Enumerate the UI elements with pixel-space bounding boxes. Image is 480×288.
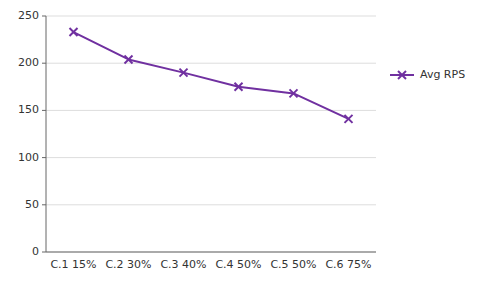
marker-stroke — [290, 89, 298, 97]
y-tick — [42, 16, 46, 17]
y-tick-label: 100 — [18, 151, 39, 164]
chart-svg: 0 50 100 150 200 250 C.1 15% C.2 30% C.3 40% C.4 … — [0, 0, 480, 288]
point-marker — [345, 115, 353, 123]
marker-stroke — [70, 28, 78, 36]
y-tick — [42, 252, 46, 253]
marker-stroke — [125, 55, 133, 63]
marker-stroke — [345, 115, 353, 123]
x-tick-label: C.2 30% — [105, 258, 151, 271]
grid-line — [46, 63, 376, 64]
marker-stroke — [180, 69, 188, 77]
point-marker — [125, 55, 133, 63]
y-tick — [42, 63, 46, 64]
point-marker — [180, 69, 188, 77]
marker-stroke — [345, 115, 353, 123]
axes: 0 50 100 150 200 250 C.1 15% C.2 30% C.3 40% C.4 … — [18, 9, 376, 271]
point-marker — [290, 89, 298, 97]
marker-stroke — [125, 55, 133, 63]
grid-line — [46, 16, 376, 17]
data-layer — [70, 28, 353, 123]
marker-stroke — [398, 71, 406, 79]
point-marker — [70, 28, 78, 36]
y-tick-label: 200 — [18, 56, 39, 69]
x-axis-line — [46, 252, 376, 253]
y-tick — [42, 157, 46, 158]
x-tick-label: C.4 50% — [215, 258, 261, 271]
marker-stroke — [180, 69, 188, 77]
legend-label: Avg RPS — [420, 68, 465, 81]
marker-stroke — [235, 83, 243, 91]
legend-marker — [398, 71, 406, 79]
grid-line — [46, 110, 376, 111]
x-tick-label: C.3 40% — [160, 258, 206, 271]
marker-stroke — [70, 28, 78, 36]
point-marker — [235, 83, 243, 91]
y-tick — [42, 110, 46, 111]
marker-stroke — [290, 89, 298, 97]
legend: Avg RPS — [390, 68, 465, 81]
x-tick-label: C.5 50% — [270, 258, 316, 271]
grid-line — [46, 252, 376, 253]
x-tick-label: C.6 75% — [325, 258, 371, 271]
y-tick — [42, 204, 46, 205]
grid-line — [46, 204, 376, 205]
marker-stroke — [235, 83, 243, 91]
y-tick-label: 0 — [32, 245, 39, 258]
chart-container: 0 50 100 150 200 250 C.1 15% C.2 30% C.3 40% C.4 … — [0, 0, 480, 288]
y-tick-label: 50 — [25, 198, 39, 211]
x-tick-label: C.1 15% — [50, 258, 96, 271]
series-line — [74, 32, 349, 119]
grid — [46, 16, 376, 252]
y-tick-label: 150 — [18, 103, 39, 116]
y-tick-label: 250 — [18, 9, 39, 22]
y-axis-line — [46, 16, 47, 252]
grid-line — [46, 157, 376, 158]
marker-stroke — [398, 71, 406, 79]
